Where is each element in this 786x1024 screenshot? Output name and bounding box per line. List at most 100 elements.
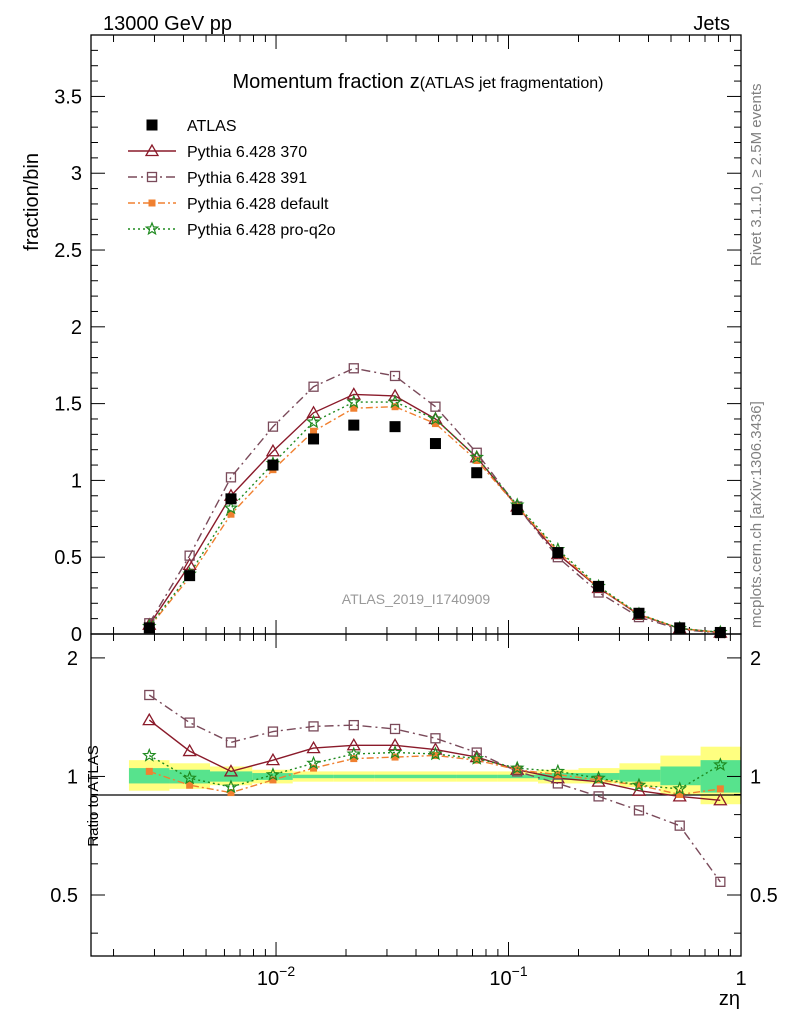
y-tick-label: 2.5: [54, 240, 82, 262]
y-tick-label: 0.5: [54, 547, 82, 569]
data-point: [227, 510, 235, 518]
ratio-point: [595, 776, 603, 784]
header-left: 13000 GeV pp: [103, 13, 232, 35]
ratio-point: [715, 876, 726, 887]
ratio-point: [186, 781, 194, 789]
ratio-point: [182, 743, 197, 757]
ratio-point: [672, 781, 687, 796]
x-tick-label-base: 10: [489, 968, 511, 990]
ratio-line: [148, 719, 721, 801]
ratio-point: [306, 740, 321, 754]
ratio-point: [142, 747, 157, 762]
data-point: [511, 504, 523, 516]
legend-entry: Pythia 6.428 pro-q2o: [128, 221, 336, 239]
ratio-point: [473, 756, 481, 764]
ratio-tick-label-left: 2: [67, 648, 78, 670]
ratio-point: [428, 746, 443, 761]
ratio-point: [633, 805, 645, 816]
ratio-point: [676, 790, 684, 798]
data-point: [225, 472, 237, 483]
ratio-tick-label-right: 1: [750, 766, 761, 788]
data-point: [350, 404, 358, 412]
ratio-point: [306, 755, 321, 770]
ratio-point: [387, 744, 403, 759]
ratio-point: [145, 767, 153, 775]
main-ticks: 0 0.5 1 1.5 2 2.5 3 3.5: [54, 34, 742, 646]
ratio-point: [387, 737, 403, 751]
ratio-band-inner: [619, 769, 661, 782]
legend-label: Pythia 6.428 370: [187, 144, 307, 161]
chart-title-main: Momentum fraction: [233, 71, 404, 93]
ratio-point: [223, 764, 239, 777]
data-point: [184, 550, 195, 561]
data-point: [391, 403, 399, 411]
ratio-line: [148, 694, 721, 883]
ratio-band-inner: [128, 768, 170, 784]
ratio-point: [265, 767, 281, 781]
ratio-tick-label-right: 2: [750, 648, 761, 670]
data-point: [310, 427, 318, 435]
ratio-point: [591, 770, 606, 785]
main-series: [142, 363, 728, 639]
legend-entry: Pythia 6.428 default: [128, 196, 329, 213]
legend-label: Pythia 6.428 default: [187, 196, 329, 213]
x-tick-label: 10−2: [257, 963, 295, 990]
ratio-point: [144, 689, 155, 701]
legend-label: Pythia 6.428 pro-q2o: [187, 222, 336, 239]
legend-entry: ATLAS: [146, 118, 237, 135]
ratio-band-inner: [660, 766, 701, 786]
ratio-axis-label: Ratio to ATLAS: [85, 745, 102, 846]
data-point: [348, 363, 359, 374]
legend-marker: [146, 171, 158, 183]
data-point: [593, 580, 605, 592]
chart-title-suffix: (ATLAS jet fragmentation): [420, 75, 604, 92]
legend-marker: [148, 199, 156, 207]
data-point: [184, 570, 196, 582]
ratio-tick-label-right: 0.5: [750, 885, 778, 907]
data-point: [428, 411, 443, 426]
legend-marker: [144, 221, 160, 236]
y-axis-label: fraction/bin: [21, 153, 43, 251]
ratio-point: [182, 770, 197, 785]
x-tick-label-base: 10: [257, 968, 279, 990]
ratio-point: [265, 752, 281, 766]
data-point: [389, 421, 401, 433]
data-point: [308, 381, 319, 392]
data-point: [143, 622, 155, 634]
ratio-point: [593, 791, 604, 802]
data-point: [471, 467, 483, 479]
ratio-point: [267, 726, 279, 737]
ratio-point: [269, 776, 277, 784]
legend-marker: [144, 143, 160, 157]
data-point: [346, 387, 361, 400]
y-tick-label: 1.5: [54, 394, 82, 416]
ratio-point: [348, 719, 359, 731]
ratio-point: [184, 717, 195, 728]
ratio-point: [350, 755, 358, 763]
ratio-point: [550, 763, 566, 778]
rivet-label: Rivet 3.1.10, ≥ 2.5M events: [748, 84, 765, 267]
legend-entry: Pythia 6.428 370: [128, 143, 307, 161]
data-point: [306, 414, 321, 429]
data-point: [387, 388, 403, 402]
ratio-point: [554, 771, 562, 779]
series-line: [148, 393, 721, 634]
legend-label: Pythia 6.428 391: [187, 170, 307, 187]
legend-label: ATLAS: [187, 118, 237, 135]
series-atlas: [143, 419, 726, 638]
data-point: [267, 421, 279, 432]
ratio-point: [346, 746, 362, 761]
chart-title-symbol: z: [410, 71, 420, 93]
data-point: [429, 438, 441, 450]
data-point: [225, 493, 237, 505]
ratio-point: [430, 733, 441, 744]
data-point: [674, 622, 686, 634]
ratio-line: [148, 751, 721, 790]
data-point: [389, 370, 401, 382]
ratio-band-inner: [292, 774, 334, 779]
ratio-tick-label-left: 0.5: [50, 885, 78, 907]
chart-title: Momentum fraction z(ATLAS jet fragmentati…: [233, 71, 604, 93]
ratio-tick-label-left: 1: [67, 766, 78, 788]
ratio-series: [142, 689, 728, 887]
